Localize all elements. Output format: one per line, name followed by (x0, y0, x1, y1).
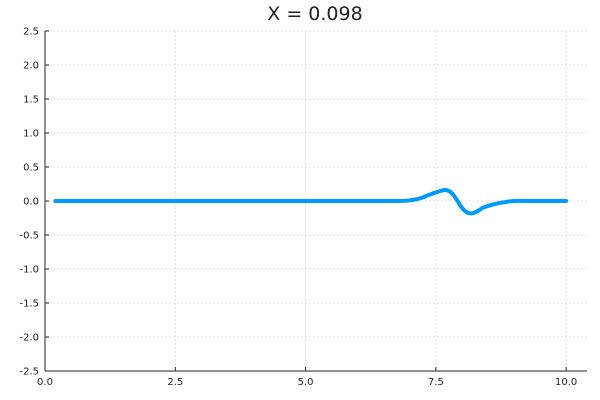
x-tick-label: 5.0 (298, 377, 314, 388)
chart-title: X = 0.098 (267, 3, 362, 25)
x-tick-label: 0.0 (37, 377, 53, 388)
y-tick-label: 2.5 (23, 27, 39, 38)
y-tick-label: -0.5 (19, 231, 39, 242)
y-tick-label: 1.5 (23, 95, 39, 106)
y-tick-label: -2.5 (19, 367, 39, 378)
y-tick-label: 1.0 (23, 129, 39, 140)
y-tick-label: 0.5 (23, 163, 39, 174)
y-tick-label: 2.0 (23, 61, 39, 72)
y-tick-label: -2.0 (19, 333, 39, 344)
series-layer (53, 187, 569, 216)
y-tick-label: -1.5 (19, 299, 39, 310)
x-tick-label: 10.0 (555, 377, 577, 388)
y-tick-label: 0.0 (23, 197, 39, 208)
x-tick-label: 7.5 (428, 377, 444, 388)
y-tick-label: -1.0 (19, 265, 39, 276)
series-line (53, 187, 569, 216)
x-tick-label: 2.5 (167, 377, 183, 388)
ticks: 0.0 2.5 5.0 7.5 10.0 -2.5 -2.0 -1.5 -1.0 -0.5 0.0 0… (19, 27, 577, 389)
